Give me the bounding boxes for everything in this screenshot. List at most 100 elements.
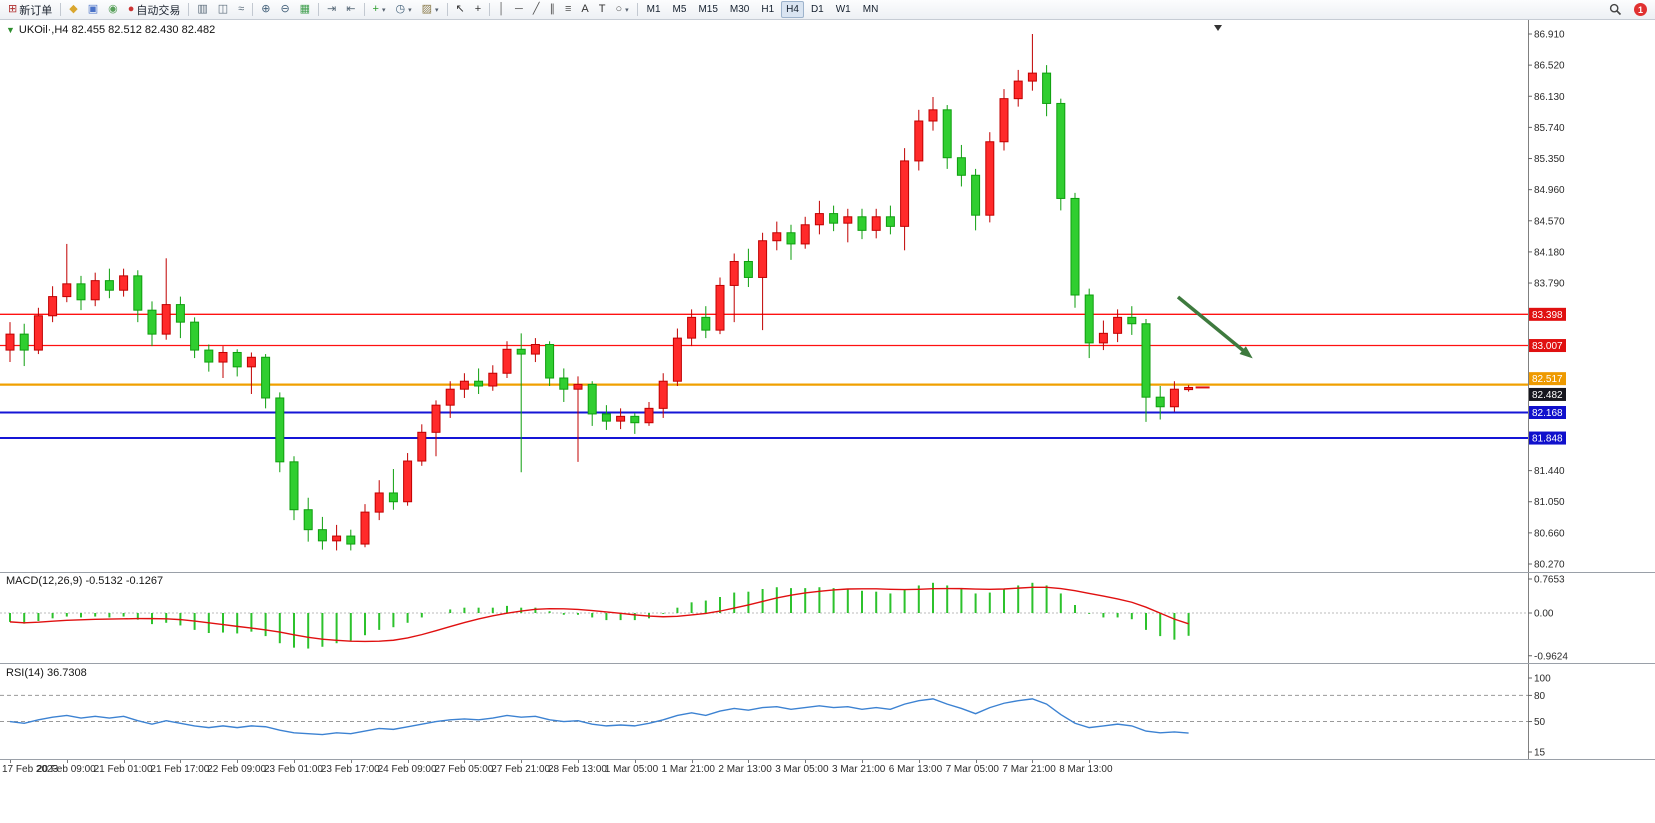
candle <box>48 296 58 317</box>
candle <box>119 275 129 291</box>
candle <box>1098 332 1108 344</box>
crosshair-button[interactable]: + <box>471 0 485 19</box>
rsi-axis-label: 15 <box>1534 748 1546 759</box>
time-tick <box>350 760 352 763</box>
line-chart-button[interactable]: ≈ <box>234 0 248 19</box>
candle <box>502 348 512 374</box>
tile-windows-button[interactable]: ▦ <box>296 0 314 19</box>
candle <box>261 356 271 399</box>
market-watch-icon: ◆ <box>69 3 78 15</box>
candle <box>616 415 626 422</box>
time-axis-label: 27 Feb 21:00 <box>491 764 551 775</box>
autotrading-button[interactable]: ● 自动交易 <box>124 0 185 19</box>
rsi-panel[interactable]: 100 80 50 15 <box>0 663 1655 759</box>
candle <box>1169 388 1179 408</box>
toolbar-right: 1 <box>1604 0 1652 19</box>
time-tick <box>805 760 807 763</box>
candle <box>573 383 583 390</box>
toolbar-buttons: ⊞ 新订单 ◆ ▣ ◉ ● 自动交易 ▥ ◫ ≈ ⊕ ⊖ ▦ ⇥ ⇤ + ▾ ◷ ▾ ▨ ▾ ↖ + │ ─ ╱ ∥ ≡ A T ○ ▾ M1 M… <box>3 0 884 19</box>
navigator-icon: ◉ <box>108 3 118 15</box>
price-tag <box>1529 372 1566 386</box>
time-tick <box>237 760 239 763</box>
vertical-line-button[interactable]: │ <box>494 0 509 19</box>
time-axis-label: 21 Feb 01:00 <box>93 764 153 775</box>
dropdown-arrow-icon: ▾ <box>381 6 386 14</box>
indicators-button[interactable]: + ▾ <box>369 0 390 19</box>
horizontal-line-icon: ─ <box>515 3 523 15</box>
candle <box>459 380 469 390</box>
timeframe-m15-button[interactable]: M15 <box>698 4 718 15</box>
cursor-button[interactable]: ↖ <box>452 0 469 19</box>
navigator-button[interactable]: ◉ <box>104 0 122 19</box>
text-button[interactable]: A <box>577 0 592 19</box>
candle <box>516 348 526 355</box>
candle <box>90 280 100 301</box>
horizontal-line-button[interactable]: ─ <box>511 0 527 19</box>
candle <box>715 284 725 331</box>
equidistant-channel-button[interactable]: ∥ <box>545 0 559 19</box>
shapes-button[interactable]: ○ ▾ <box>611 0 632 19</box>
templates-icon: ▨ <box>421 3 432 15</box>
templates-button[interactable]: ▨ ▾ <box>418 0 443 19</box>
time-axis-label: 6 Mar 13:00 <box>888 764 943 775</box>
timeframe-m30-button[interactable]: M30 <box>729 4 750 15</box>
timeframe-w1-button[interactable]: W1 <box>835 4 851 15</box>
candle <box>104 280 114 291</box>
time-axis-label: 7 Mar 21:00 <box>1002 764 1056 775</box>
chart-area: 86.910 86.520 86.130 85.740 85.350 84.960 84.5… <box>0 20 1655 780</box>
price-tag-label: 83.007 <box>1532 341 1563 352</box>
candlestick-chart-button[interactable]: ◫ <box>214 0 232 19</box>
timeframe-m5-button[interactable]: M5 <box>672 4 687 15</box>
equidistant-channel-icon: ∥ <box>549 3 555 15</box>
zoom-out-button[interactable]: ⊖ <box>276 0 293 19</box>
autotrading-icon: ● <box>127 3 135 15</box>
dropdown-arrow-icon: ▾ <box>434 6 439 14</box>
search-button[interactable] <box>1605 0 1626 19</box>
new-order-icon: ⊞ <box>8 3 18 15</box>
macd-panel[interactable]: 0.7653 0.00 -0.9624 <box>0 572 1655 663</box>
candle <box>743 260 753 278</box>
market-watch-button[interactable]: ◆ <box>65 0 81 19</box>
main-chart[interactable]: 86.910 86.520 86.130 85.740 85.350 84.960 84.5… <box>0 20 1655 572</box>
trendline-button[interactable]: ╱ <box>529 0 544 19</box>
periods-button[interactable]: ◷ ▾ <box>391 0 415 19</box>
candle <box>246 356 256 368</box>
candle <box>488 372 498 387</box>
price-axis-label: 86.130 <box>1534 92 1565 103</box>
bar-chart-button[interactable]: ▥ <box>193 0 211 19</box>
timeframe-d1-button[interactable]: D1 <box>810 4 824 15</box>
toolbar-separator <box>318 3 320 16</box>
candle <box>559 377 569 390</box>
candle <box>275 397 285 463</box>
time-tick <box>180 760 182 763</box>
notification-badge[interactable]: 1 <box>1634 3 1647 16</box>
trend-arrow-annotation[interactable] <box>1176 295 1253 359</box>
timeframe-m1-button[interactable]: M1 <box>646 4 661 15</box>
timeframe-h4-button[interactable]: H4 <box>781 1 804 18</box>
toolbar-separator <box>188 3 190 16</box>
chart-shift-button[interactable]: ⇤ <box>342 0 359 19</box>
price-tag <box>1529 307 1566 321</box>
candle <box>388 492 398 503</box>
new-order-button[interactable]: ⊞ 新订单 <box>4 0 56 19</box>
time-axis[interactable]: 17 Feb 2023 20 Feb 09:00 21 Feb 01:00 21 Fe… <box>0 759 1655 780</box>
auto-scroll-button[interactable]: ⇥ <box>323 0 340 19</box>
candle <box>928 109 938 122</box>
zoom-in-button[interactable]: ⊕ <box>257 0 274 19</box>
price-axis-label: 86.910 <box>1534 30 1565 41</box>
timeframe-h1-button[interactable]: H1 <box>761 4 775 15</box>
candle <box>985 141 995 216</box>
data-window-button[interactable]: ▣ <box>84 0 102 19</box>
price-axis-label: 84.960 <box>1534 185 1565 196</box>
candle <box>431 404 441 433</box>
text-label-button[interactable]: T <box>595 0 610 19</box>
candle <box>545 343 555 379</box>
candle <box>1013 80 1023 100</box>
candle <box>1042 72 1052 104</box>
timeframe-mn-button[interactable]: MN <box>862 4 879 15</box>
candle <box>999 98 1009 143</box>
time-axis-label: 24 Feb 09:00 <box>377 764 437 775</box>
fibonacci-button[interactable]: ≡ <box>561 0 575 19</box>
candle <box>1184 386 1194 391</box>
candle <box>218 351 228 363</box>
